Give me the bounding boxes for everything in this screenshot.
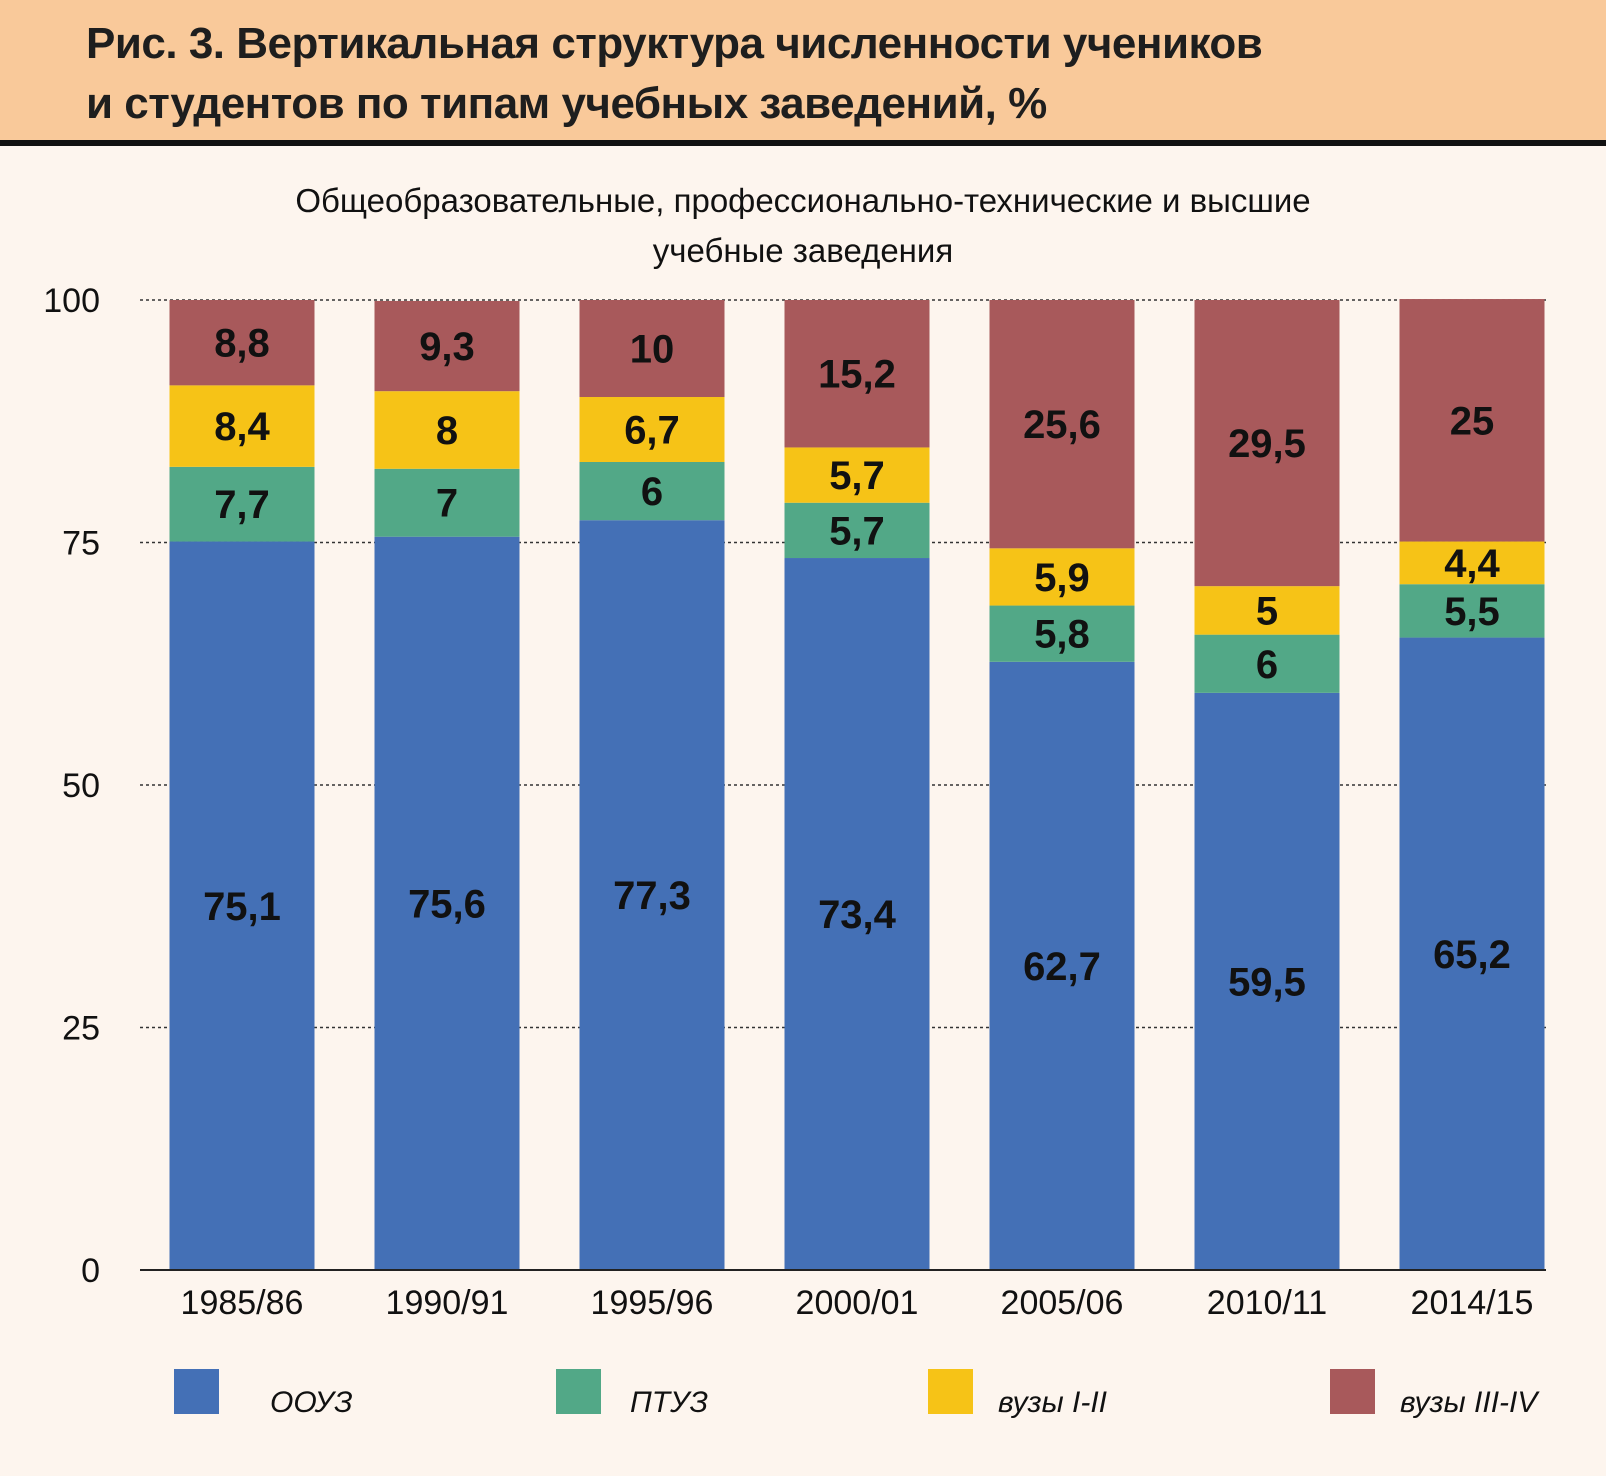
bar-segment	[169, 466, 315, 542]
y-tick-label: 0	[81, 1252, 100, 1290]
data-label: 7,7	[214, 483, 270, 527]
data-label: 29,5	[1228, 422, 1306, 466]
data-label: 7	[436, 482, 458, 526]
legend-swatch	[556, 1369, 601, 1414]
x-tick-label: 1990/91	[386, 1284, 509, 1322]
data-label: 8	[436, 409, 458, 453]
data-label: 6	[641, 470, 663, 514]
bar-segment	[784, 502, 930, 559]
bar-segment	[784, 447, 930, 503]
y-tick-label: 100	[43, 282, 100, 320]
y-tick-label: 75	[62, 525, 100, 563]
data-label: 77,3	[613, 874, 691, 918]
bar-segment	[579, 520, 725, 1270]
x-tick-label: 2005/06	[1001, 1284, 1124, 1322]
data-label: 5,5	[1444, 590, 1500, 634]
bar-segment	[1399, 541, 1545, 585]
data-label: 5,7	[829, 509, 885, 553]
bar-segment	[1194, 634, 1340, 693]
legend-label: ПТУЗ	[630, 1386, 708, 1419]
chart-title: Рис. 3. Вертикальная структура численнос…	[86, 14, 1263, 134]
legend-swatch	[174, 1369, 219, 1414]
bar-segment	[579, 397, 725, 462]
chart-subtitle: Общеобразовательные, профессионально-тех…	[0, 176, 1606, 276]
bar-segment	[989, 300, 1135, 549]
title-banner: Рис. 3. Вертикальная структура численнос…	[0, 0, 1606, 146]
bar-segment	[1399, 637, 1545, 1270]
bar-segment	[374, 468, 520, 537]
data-label: 8,8	[214, 322, 270, 366]
data-label: 75,1	[203, 885, 281, 929]
data-label: 25,6	[1023, 403, 1101, 447]
x-tick-label: 1995/96	[591, 1284, 714, 1322]
bar-segment	[989, 605, 1135, 662]
title-line-2: и студентов по типам учебных заведений, …	[86, 79, 1047, 128]
x-tick-label: 1985/86	[181, 1284, 304, 1322]
subtitle-line-1: Общеобразовательные, профессионально-тех…	[295, 182, 1311, 219]
data-label: 5,8	[1034, 613, 1090, 657]
y-tick-label: 25	[62, 1010, 100, 1048]
legend-label: вузы I-II	[998, 1386, 1107, 1419]
data-label: 5,9	[1034, 556, 1090, 600]
data-label: 75,6	[408, 882, 486, 926]
data-label: 6	[1256, 643, 1278, 687]
data-label: 15,2	[818, 353, 896, 397]
data-label: 73,4	[818, 893, 897, 937]
data-label: 8,4	[214, 405, 270, 449]
bar-segment	[374, 391, 520, 469]
data-label: 62,7	[1023, 945, 1101, 989]
legend-swatch	[1330, 1369, 1375, 1414]
data-label: 10	[630, 328, 675, 372]
bar-segment	[989, 548, 1135, 606]
y-tick-label: 50	[62, 767, 100, 805]
bar-segment	[169, 300, 315, 386]
x-tick-label: 2000/01	[796, 1284, 919, 1322]
data-label: 25	[1450, 399, 1495, 443]
bar-segment	[1194, 692, 1340, 1270]
data-label: 59,5	[1228, 960, 1306, 1004]
bar-segment	[374, 300, 520, 392]
data-label: 5	[1256, 589, 1278, 633]
data-label: 5,7	[829, 454, 885, 498]
x-tick-label: 2014/15	[1411, 1284, 1534, 1322]
bar-segment	[579, 461, 725, 521]
legend-label: вузы III-IV	[1400, 1386, 1540, 1419]
data-label: 6,7	[624, 408, 680, 452]
legend-label: ООУЗ	[270, 1386, 353, 1419]
bar-segment	[1194, 586, 1340, 635]
bar-segment	[1399, 584, 1545, 638]
data-label: 4,4	[1444, 542, 1500, 586]
bar-segment	[784, 300, 930, 448]
bar-segment	[1399, 299, 1545, 542]
bar-segment	[784, 558, 930, 1270]
bar-segment	[989, 661, 1135, 1270]
bar-segment	[169, 541, 315, 1270]
bar-segment	[1194, 300, 1340, 587]
data-label: 9,3	[419, 325, 475, 369]
title-line-1: Рис. 3. Вертикальная структура численнос…	[86, 19, 1263, 68]
bar-segment	[374, 536, 520, 1270]
x-tick-label: 2010/11	[1207, 1284, 1327, 1322]
bar-segment	[579, 300, 725, 397]
subtitle-line-2: учебные заведения	[652, 232, 954, 269]
legend-swatch	[928, 1369, 973, 1414]
bar-segment	[169, 385, 315, 467]
data-label: 65,2	[1433, 933, 1511, 977]
